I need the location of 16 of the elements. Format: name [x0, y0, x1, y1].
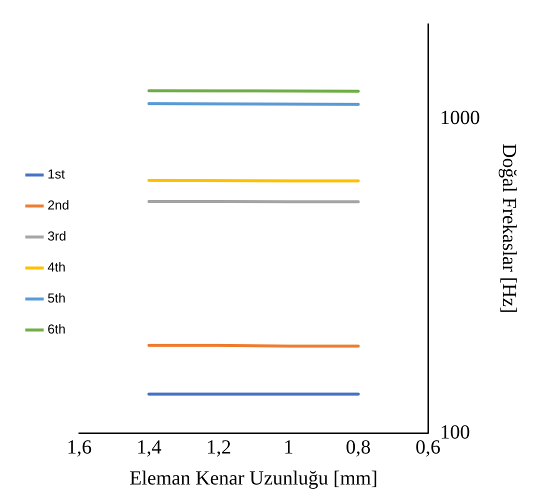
- x-tick-label: 0,8: [346, 436, 371, 458]
- y-tick-label: 100: [440, 421, 470, 444]
- x-axis-title: Eleman Kenar Uzunluğu [mm]: [129, 467, 378, 490]
- x-tick-label: 1: [283, 436, 294, 458]
- x-tick-label: 1,4: [136, 436, 162, 458]
- legend-label: 6th: [48, 322, 66, 337]
- x-tick-label: 0,6: [416, 436, 440, 458]
- legend-label: 3rd: [48, 228, 66, 244]
- legend-label: 4th: [48, 260, 66, 275]
- x-tick-label: 1,2: [206, 436, 232, 458]
- y-tick-label: 1000: [440, 106, 480, 129]
- legend-label: 1st: [48, 166, 66, 182]
- x-tick-label: 1,6: [66, 436, 92, 458]
- y-axis-title: Doğal Frekaslar [Hz]: [498, 144, 520, 314]
- legend-label: 5th: [48, 290, 66, 306]
- legend-label: 2nd: [48, 198, 70, 213]
